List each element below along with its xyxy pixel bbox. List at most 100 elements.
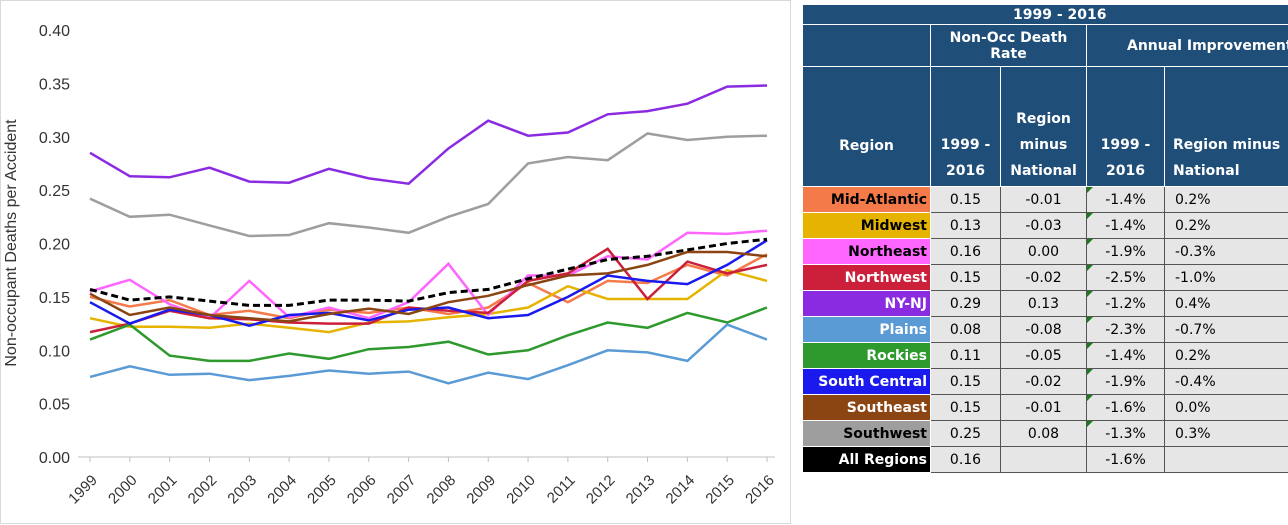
x-tick-label: 2016 (742, 472, 778, 508)
value-cell: -0.3% (1164, 238, 1288, 265)
value-cell: 0.00 (1000, 238, 1087, 265)
line-series (89, 268, 768, 334)
region-cell: Northwest (802, 264, 931, 291)
y-tick-label: 0.25 (39, 183, 70, 200)
table-row: Southwest 0.25 0.08 -1.3% 0.3% (802, 420, 1288, 447)
table-row: Midwest 0.13 -0.03 -1.4% 0.2% (802, 212, 1288, 239)
sub-header: 1999 - 2016 (1086, 66, 1165, 187)
x-tick-label: 2001 (145, 472, 181, 508)
table-row: Mid-Atlantic 0.15 -0.01 -1.4% 0.2% (802, 186, 1288, 213)
value-cell: 0.15 (930, 394, 1001, 421)
value-cell: -0.02 (1000, 264, 1087, 291)
value-cell: -0.03 (1000, 212, 1087, 239)
region-cell: Southwest (802, 420, 931, 447)
value-cell: -1.3% (1086, 420, 1165, 447)
value-cell: -1.0% (1164, 264, 1288, 291)
region-cell: South Central (802, 368, 931, 395)
sub-header: Region minus National (1164, 66, 1288, 187)
sub-header: Region minus National (1000, 66, 1087, 187)
y-tick-label: 0.10 (39, 343, 70, 360)
cell-flag (1087, 239, 1093, 245)
value-cell: -1.9% (1086, 368, 1165, 395)
value-cell: -0.05 (1000, 342, 1087, 369)
y-tick-label: 0.40 (39, 23, 70, 40)
value-cell: -0.4% (1164, 368, 1288, 395)
group-header: Annual Improvement (1086, 24, 1288, 67)
x-tick-label: 2015 (702, 472, 738, 508)
x-tick-label: 2004 (264, 472, 300, 508)
y-tick-label: 0.00 (39, 450, 70, 467)
x-tick-label: 2013 (623, 472, 659, 508)
value-cell: -1.4% (1086, 342, 1165, 369)
x-tick-label: 2014 (663, 472, 699, 508)
value-cell: 0.2% (1164, 212, 1288, 239)
x-tick-label: 2010 (503, 472, 539, 508)
value-cell: 0.15 (930, 368, 1001, 395)
value-cell: 0.16 (930, 446, 1001, 473)
region-cell: Rockies (802, 342, 931, 369)
value-cell: -2.5% (1086, 264, 1165, 291)
value-cell: -1.6% (1086, 394, 1165, 421)
chart: Non-occupant Deaths per Accident 0.00 0.0… (0, 0, 791, 524)
value-cell (1164, 446, 1288, 473)
value-cell: -0.02 (1000, 368, 1087, 395)
table-row: All Regions 0.16 -1.6% (802, 446, 1288, 473)
region-cell: Midwest (802, 212, 931, 239)
region-cell: Plains (802, 316, 931, 343)
cell-flag (1087, 187, 1093, 193)
value-cell: -1.9% (1086, 238, 1165, 265)
table-row: Northwest 0.15 -0.02 -2.5% -1.0% (802, 264, 1288, 291)
x-tick-label: 2005 (304, 472, 340, 508)
table-row: Rockies 0.11 -0.05 -1.4% 0.2% (802, 342, 1288, 369)
y-axis-label: Non-occupant Deaths per Accident (3, 119, 20, 367)
y-tick-label: 0.20 (39, 237, 70, 254)
value-cell: 0.2% (1164, 342, 1288, 369)
cell-flag (1087, 343, 1093, 349)
table-row: Northeast 0.16 0.00 -1.9% -0.3% (802, 238, 1288, 265)
table-row: South Central 0.15 -0.02 -1.9% -0.4% (802, 368, 1288, 395)
value-cell: 0.3% (1164, 420, 1288, 447)
cell-flag (1087, 369, 1093, 375)
line-series (89, 84, 768, 186)
x-tick-label: 2007 (384, 472, 420, 508)
x-tick-label: 2012 (583, 472, 619, 508)
value-cell: 0.13 (1000, 290, 1087, 317)
y-tick-label: 0.30 (39, 130, 70, 147)
y-tick-label: 0.15 (39, 290, 70, 307)
x-tick-label: 2008 (424, 472, 460, 508)
line-series (89, 237, 768, 307)
y-tick-label: 0.35 (39, 76, 70, 93)
table-row: NY-NJ 0.29 0.13 -1.2% 0.4% (802, 290, 1288, 317)
x-tick-label: 2002 (185, 472, 221, 508)
value-cell: -0.01 (1000, 394, 1087, 421)
value-cell: 0.25 (930, 420, 1001, 447)
x-tick-label: 2006 (344, 472, 380, 508)
value-cell: 0.0% (1164, 394, 1288, 421)
table-title: 1999 - 2016 (802, 4, 1288, 25)
sub-header: Region (802, 66, 931, 187)
value-cell: -0.01 (1000, 186, 1087, 213)
y-tick-label: 0.05 (39, 397, 70, 414)
x-tick-label: 2003 (225, 472, 261, 508)
chart-frame (0, 0, 791, 524)
value-cell (1000, 446, 1087, 473)
value-cell: 0.11 (930, 342, 1001, 369)
value-cell: -1.4% (1086, 186, 1165, 213)
value-cell: 0.15 (930, 186, 1001, 213)
table-container: 1999 - 2016 Non-Occ Death Rate Annual Im… (802, 4, 1288, 519)
cell-flag (1087, 395, 1093, 401)
value-cell: 0.15 (930, 264, 1001, 291)
region-cell: NY-NJ (802, 290, 931, 317)
table-row: Plains 0.08 -0.08 -2.3% -0.7% (802, 316, 1288, 343)
group-header: Non-Occ Death Rate (930, 24, 1087, 67)
x-tick-label: 1999 (65, 472, 101, 508)
line-series (89, 323, 768, 385)
cell-flag (1087, 317, 1093, 323)
sub-header: 1999 - 2016 (930, 66, 1001, 187)
x-tick-label: 2009 (463, 472, 499, 508)
x-tick-label: 2000 (105, 472, 141, 508)
region-cell: Southeast (802, 394, 931, 421)
value-cell: 0.2% (1164, 186, 1288, 213)
value-cell: 0.08 (930, 316, 1001, 343)
region-cell: Northeast (802, 238, 931, 265)
